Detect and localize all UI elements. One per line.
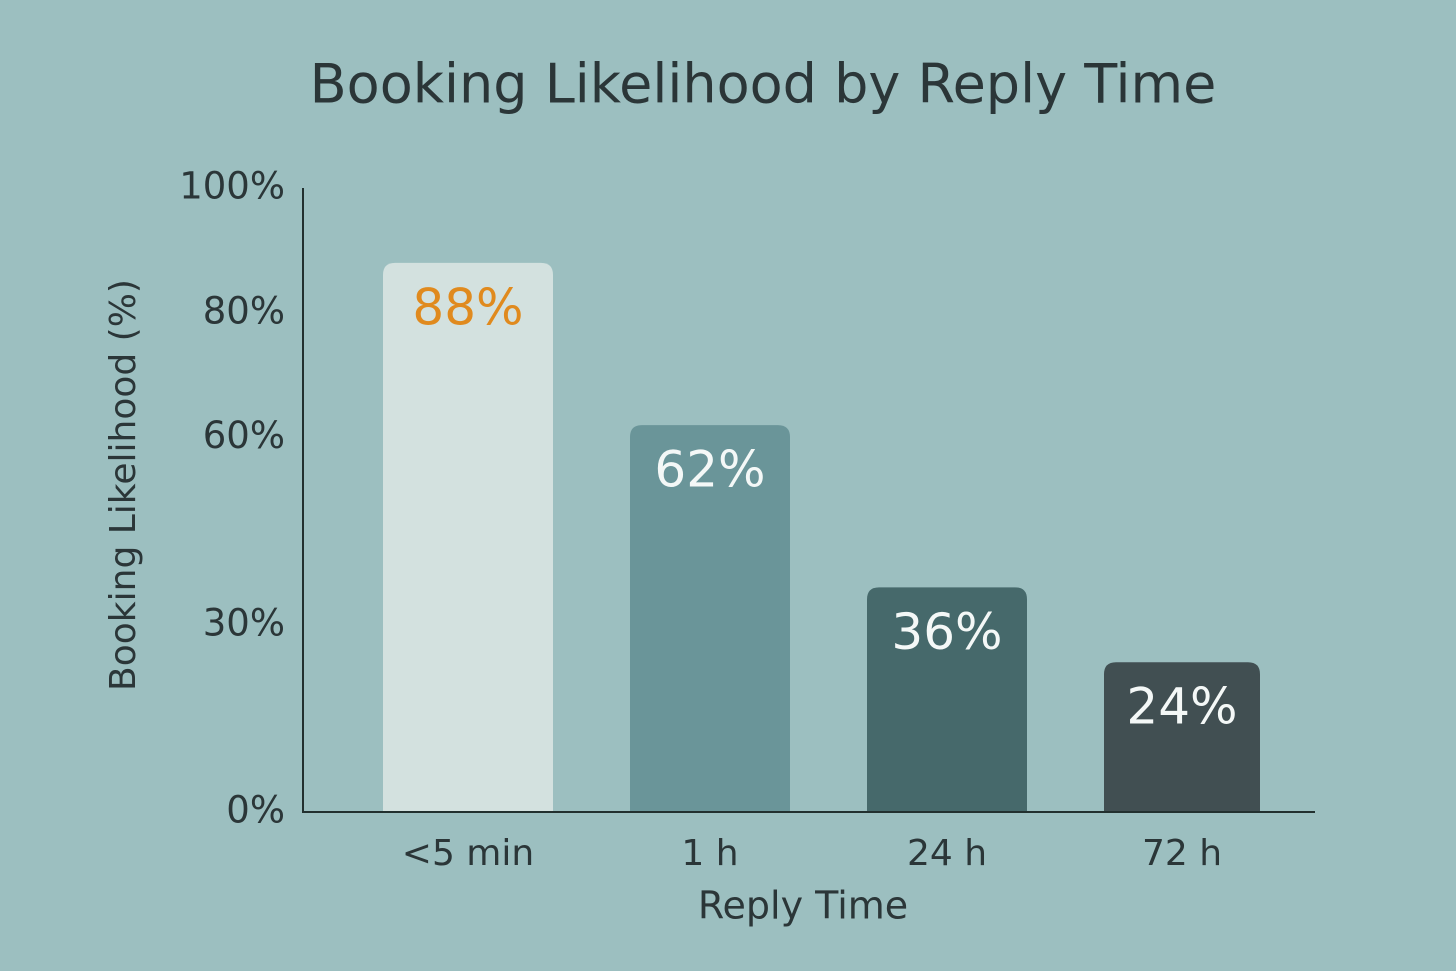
bars [383, 262, 1260, 812]
y-tick-label: 80% [203, 289, 285, 332]
chart-title: Booking Likelihood by Reply Time [310, 53, 1217, 116]
bar [867, 587, 1027, 812]
bar [1104, 662, 1260, 812]
bar [630, 425, 790, 812]
value-label: 88% [412, 278, 523, 336]
y-axis-title: Booking Likelihood (%) [103, 279, 144, 691]
value-label: 24% [1126, 678, 1237, 736]
y-tick-label: 60% [203, 414, 285, 457]
y-tick-label: 30% [203, 601, 285, 644]
x-tick-label: <5 min [402, 833, 534, 874]
y-tick-label: 0% [226, 789, 285, 832]
x-axis-title: Reply Time [698, 884, 908, 928]
x-tick-label: 24 h [907, 833, 987, 874]
value-label: 36% [891, 603, 1002, 661]
value-label: 62% [654, 441, 765, 499]
x-tick-label: 72 h [1142, 833, 1222, 874]
y-tick-label: 100% [179, 165, 285, 208]
x-tick-label: 1 h [681, 833, 738, 874]
bar [383, 262, 553, 812]
